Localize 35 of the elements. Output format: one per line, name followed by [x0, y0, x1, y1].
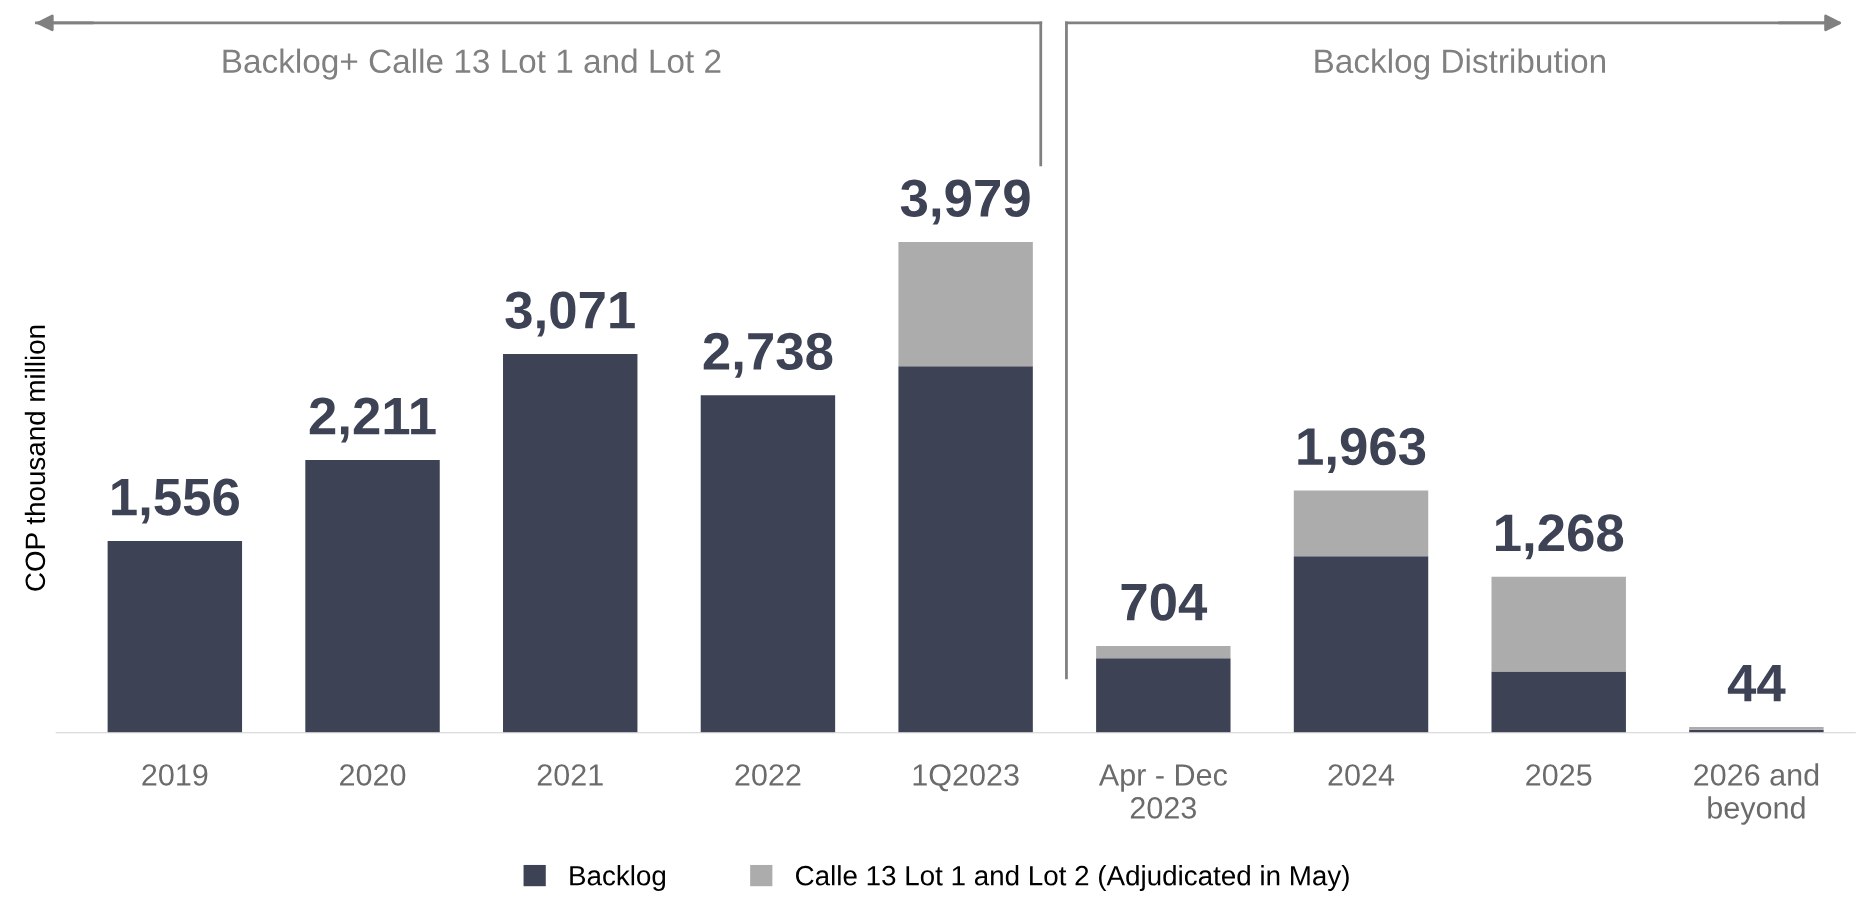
bar [1096, 645, 1231, 659]
annotation: 2,738 [703, 332, 833, 378]
bar [1293, 490, 1429, 557]
legend-label: Calle 13 Lot 1 and Lot 2 (Adjudicated in May) [796, 865, 1349, 891]
bar [1293, 556, 1429, 733]
annotation: 1,556 [112, 478, 239, 524]
bar [898, 242, 1033, 367]
x-tick-label: 2024 [1328, 764, 1395, 786]
annotation: 1,268 [1496, 514, 1624, 560]
annotation: 1,963 [1298, 427, 1426, 473]
bar [1491, 671, 1626, 733]
y-axis-title: COP thousand million [24, 325, 46, 591]
bar [305, 459, 440, 733]
annotation: 3,071 [505, 291, 635, 337]
x-tick-label: 2025 [1526, 764, 1592, 786]
legend-label: Backlog [570, 865, 666, 891]
annotation: 44 [1727, 664, 1786, 702]
x-tick-label: 2022 [735, 764, 801, 786]
x-tick-label: 2020 [340, 764, 406, 786]
text: Backlog+ Calle 13 Lot 1 and Lot 2 [223, 48, 721, 80]
bar [1096, 658, 1231, 733]
x-tick-label: Apr - Dec 2023 [1098, 764, 1228, 819]
text: Backlog Distribution [1315, 48, 1605, 80]
annotation: 3,979 [900, 179, 1030, 225]
bar [1491, 576, 1626, 672]
x-tick-label: 2019 [142, 764, 208, 786]
bar [107, 540, 243, 733]
bar [700, 395, 836, 733]
x-tick-label: 2026 and beyond [1694, 763, 1819, 825]
x-tick-label: 1Q2023 [913, 764, 1019, 792]
bar [503, 353, 638, 733]
annotation: 704 [1121, 583, 1208, 621]
x-tick-label: 2021 [537, 764, 603, 786]
annotation: 2,211 [309, 397, 436, 443]
bar [898, 366, 1033, 733]
